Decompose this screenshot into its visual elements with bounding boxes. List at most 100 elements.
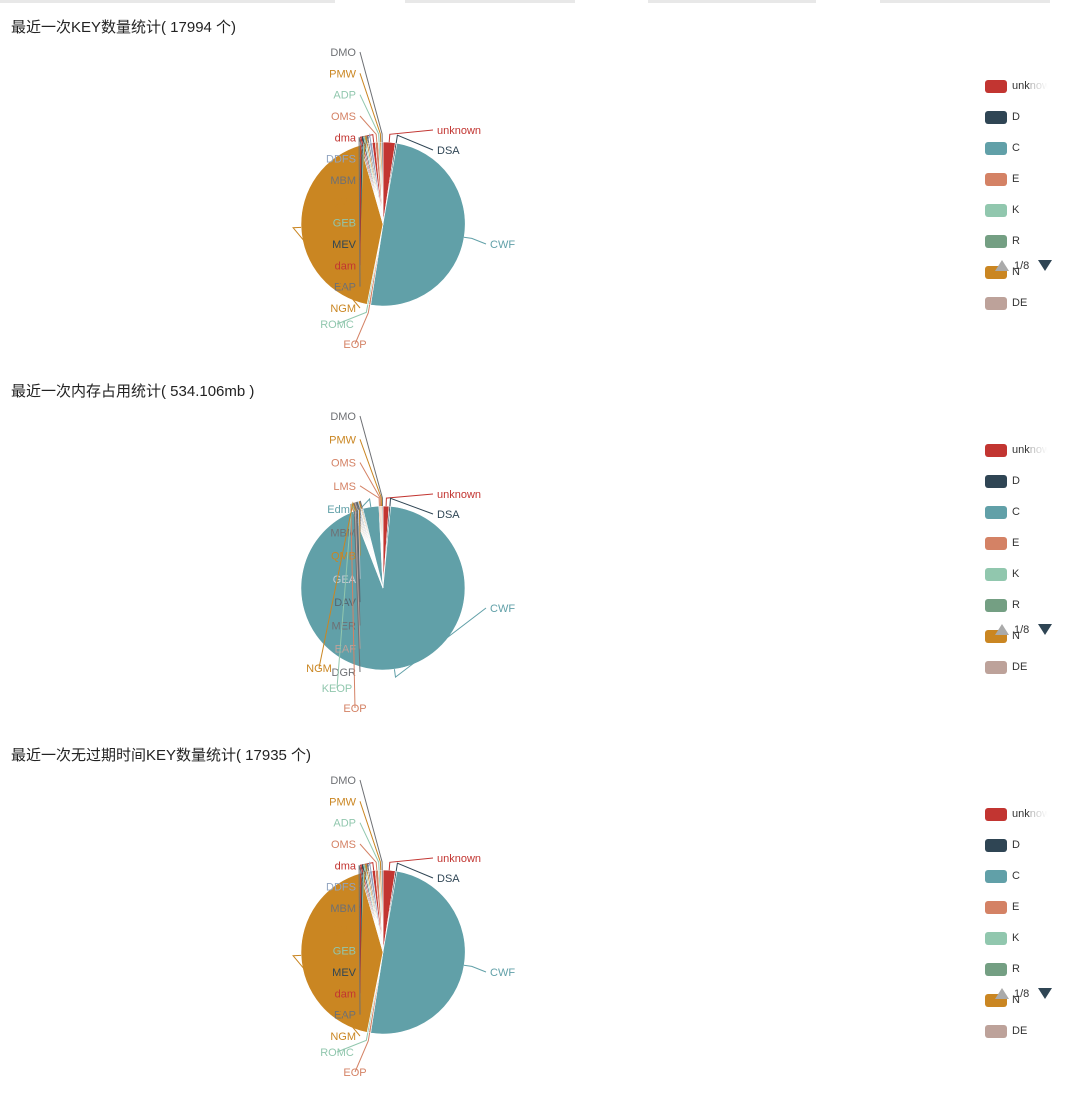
pie-label-cwf: CWF [490, 603, 515, 615]
pie-label-pmw: PMW [329, 434, 357, 446]
pie-slice-dmo[interactable] [381, 141, 384, 225]
pie-label-dam: dam [335, 988, 356, 1000]
legend-item[interactable]: DE [985, 295, 1080, 326]
pie-label-ngm: NGM [330, 1031, 356, 1043]
legend-next-page-icon[interactable] [1038, 624, 1052, 635]
pie-label-oms: OMS [331, 458, 356, 470]
legend-page-indicator: 1/8 [1014, 624, 1030, 636]
pie-label-qmb: QMB [331, 196, 356, 208]
label-leader-line [336, 304, 369, 325]
legend-prev-page-icon[interactable] [995, 988, 1009, 999]
legend-label: K [1012, 932, 1020, 944]
label-leader-line [359, 485, 380, 507]
label-leader-line [292, 954, 361, 1037]
legend-item[interactable]: C [985, 868, 1080, 899]
label-leader-line [359, 51, 383, 143]
legend-swatch-icon [985, 1025, 1007, 1038]
legend-pager: 1/8 [995, 986, 1065, 1004]
pie-slice-ngm[interactable] [300, 872, 384, 1033]
pie-label-keop: KEOP [322, 683, 353, 695]
pie-label-eop: EOP [343, 1067, 366, 1079]
legend-item[interactable]: R [985, 233, 1080, 264]
label-leader-line [336, 503, 356, 689]
legend-item[interactable]: K [985, 930, 1080, 961]
legend-next-page-icon[interactable] [1038, 260, 1052, 271]
legend-item[interactable]: R [985, 597, 1080, 628]
legend-label: D [1012, 111, 1020, 123]
chart-title: 最近一次KEY数量统计( 17994 个) [11, 19, 237, 36]
legend-item[interactable]: K [985, 566, 1080, 597]
legend-swatch-icon [985, 297, 1007, 310]
legend-item[interactable]: C [985, 140, 1080, 171]
pie-slice-ngm[interactable] [300, 144, 384, 305]
pie-label-dgr: DGR [332, 667, 357, 679]
pie-label-adp: ADP [333, 818, 356, 830]
chart-title: 最近一次无过期时间KEY数量统计( 17935 个) [11, 747, 312, 764]
legend-item[interactable]: DE [985, 659, 1080, 690]
pie-label-mbm: MBM [330, 527, 356, 539]
pie-label-eop: EOP [343, 703, 366, 715]
pie-label-ngm: NGM [306, 663, 332, 675]
legend-label: N [1012, 630, 1020, 642]
legend-item[interactable]: D [985, 837, 1080, 868]
legend-item[interactable]: C [985, 504, 1080, 535]
legend-item[interactable]: R [985, 961, 1080, 992]
legend-item[interactable]: E [985, 171, 1080, 202]
label-leader-line [318, 501, 356, 669]
label-leader-line [350, 503, 356, 709]
label-leader-line [359, 439, 382, 507]
legend-item[interactable]: D [985, 473, 1080, 504]
pie-slice-dmo[interactable] [381, 869, 384, 953]
pie-label-unknown: unknown [437, 853, 481, 865]
legend-pager: 1/8 [995, 258, 1065, 276]
legend-label: E [1012, 901, 1020, 913]
legend-item[interactable]: K [985, 202, 1080, 233]
pie-label-cwf: CWF [490, 967, 515, 979]
legend-swatch-icon [985, 444, 1007, 457]
label-leader-line [388, 857, 434, 871]
legend-label: C [1012, 506, 1020, 518]
label-leader-line [359, 779, 383, 871]
chart-panel-memory: 最近一次内存占用统计( 534.106mb ) unknown DSA CWF DMO… [0, 372, 1080, 736]
legend-label: N [1012, 266, 1020, 278]
legend-item[interactable]: E [985, 899, 1080, 930]
legend-swatch-icon [985, 173, 1007, 186]
pie-label-mer: MER [332, 620, 357, 632]
legend-label: K [1012, 568, 1020, 580]
pie-label-romc: ROMC [320, 319, 354, 331]
legend-swatch-icon [985, 204, 1007, 217]
pie-label-eaf: EAF [335, 644, 357, 656]
legend-item[interactable]: E [985, 535, 1080, 566]
legend-label: C [1012, 142, 1020, 154]
legend-swatch-icon [985, 80, 1007, 93]
pie-label-oms: OMS [331, 111, 356, 123]
legend-next-page-icon[interactable] [1038, 988, 1052, 999]
label-leader-line [359, 864, 364, 994]
label-leader-line [359, 843, 378, 871]
toolbar-segment [405, 0, 575, 3]
legend-item[interactable]: D [985, 109, 1080, 140]
legend-item[interactable]: DE [985, 1023, 1080, 1054]
pie-label-dsa: DSA [437, 873, 460, 885]
pie-label-ddfs: DDFS [326, 154, 356, 166]
label-leader-line [354, 304, 371, 345]
pie-label-cwf: CWF [490, 239, 515, 251]
label-leader-line [359, 415, 383, 507]
pie-chart-svg: unknown DSA CWF DMO PMW ADP OMS dma DDFS MBM QMB GE… [292, 775, 515, 1079]
chart-panel-no-expire-key-count: 最近一次无过期时间KEY数量统计( 17935 个) unknown DSA CWF… [0, 736, 1080, 1100]
legend-prev-page-icon[interactable] [995, 624, 1009, 635]
pie-label-eap: EAP [334, 282, 356, 294]
pie-label-eop: EOP [343, 339, 366, 351]
pie-label-dsa: DSA [437, 145, 460, 157]
label-leader-line [358, 137, 362, 287]
legend-prev-page-icon[interactable] [995, 260, 1009, 271]
legend-blur-mask [1030, 442, 1080, 687]
pie-label-ngm: NGM [330, 303, 356, 315]
pie-label-oms: OMS [331, 839, 356, 851]
pie-label-geb: GEB [333, 946, 356, 958]
legend-swatch-icon [985, 537, 1007, 550]
legend-swatch-icon [985, 963, 1007, 976]
chart-panel-key-count: 最近一次KEY数量统计( 17994 个) unknown DSA CWF DMO PM… [0, 8, 1080, 372]
label-leader-line [359, 822, 380, 871]
pie-slice-dmo[interactable] [381, 505, 384, 589]
